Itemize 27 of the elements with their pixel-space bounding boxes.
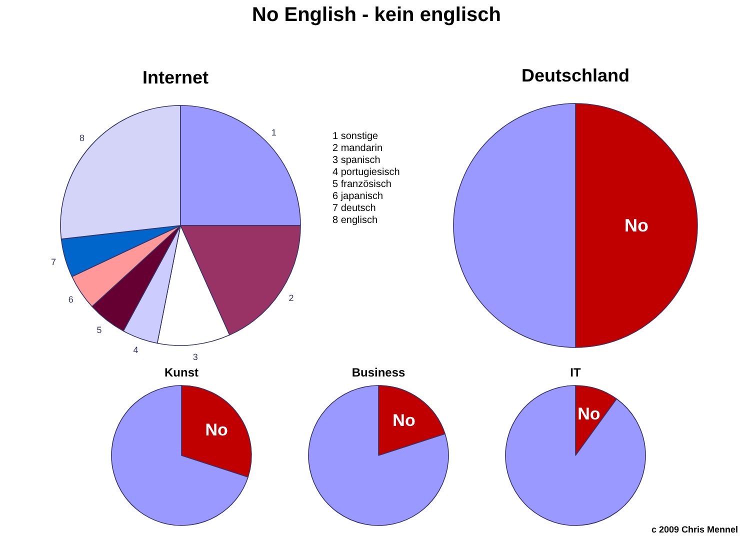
chart-title: Business — [352, 366, 406, 380]
slice-label: 2 — [288, 292, 294, 303]
text: 1 sonstige — [332, 131, 379, 142]
text: No English - kein englisch — [252, 3, 501, 28]
text: 5 französisch — [332, 179, 392, 190]
slice-label: 5 — [96, 325, 102, 336]
slice-label: No — [205, 420, 228, 440]
slice-label: 8 — [80, 133, 85, 144]
chart-subtitle: Internet — [142, 68, 209, 88]
text: 6 japanisch — [332, 191, 384, 202]
slice-label: 3 — [192, 352, 198, 362]
slice-label: 4 — [133, 345, 138, 356]
slice-label: 6 — [68, 294, 74, 305]
chart-title: Deutschland — [521, 66, 630, 86]
text: 2 mandarin — [332, 143, 383, 154]
text: 7 deutsch — [332, 203, 376, 214]
text: 8 englisch — [332, 215, 378, 226]
text: c 2009 Chris Mennel — [651, 524, 738, 534]
text: 3 spanisch — [332, 155, 380, 166]
slice-label: No — [624, 216, 649, 236]
slice-label: 7 — [51, 257, 56, 268]
slice-label: No — [578, 404, 600, 424]
chart-title: IT — [570, 366, 582, 380]
text: 4 portugiesisch — [332, 167, 400, 178]
slice-label: No — [392, 410, 416, 430]
slice-label: 1 — [271, 128, 276, 138]
chart-title: Kunst — [164, 366, 198, 380]
